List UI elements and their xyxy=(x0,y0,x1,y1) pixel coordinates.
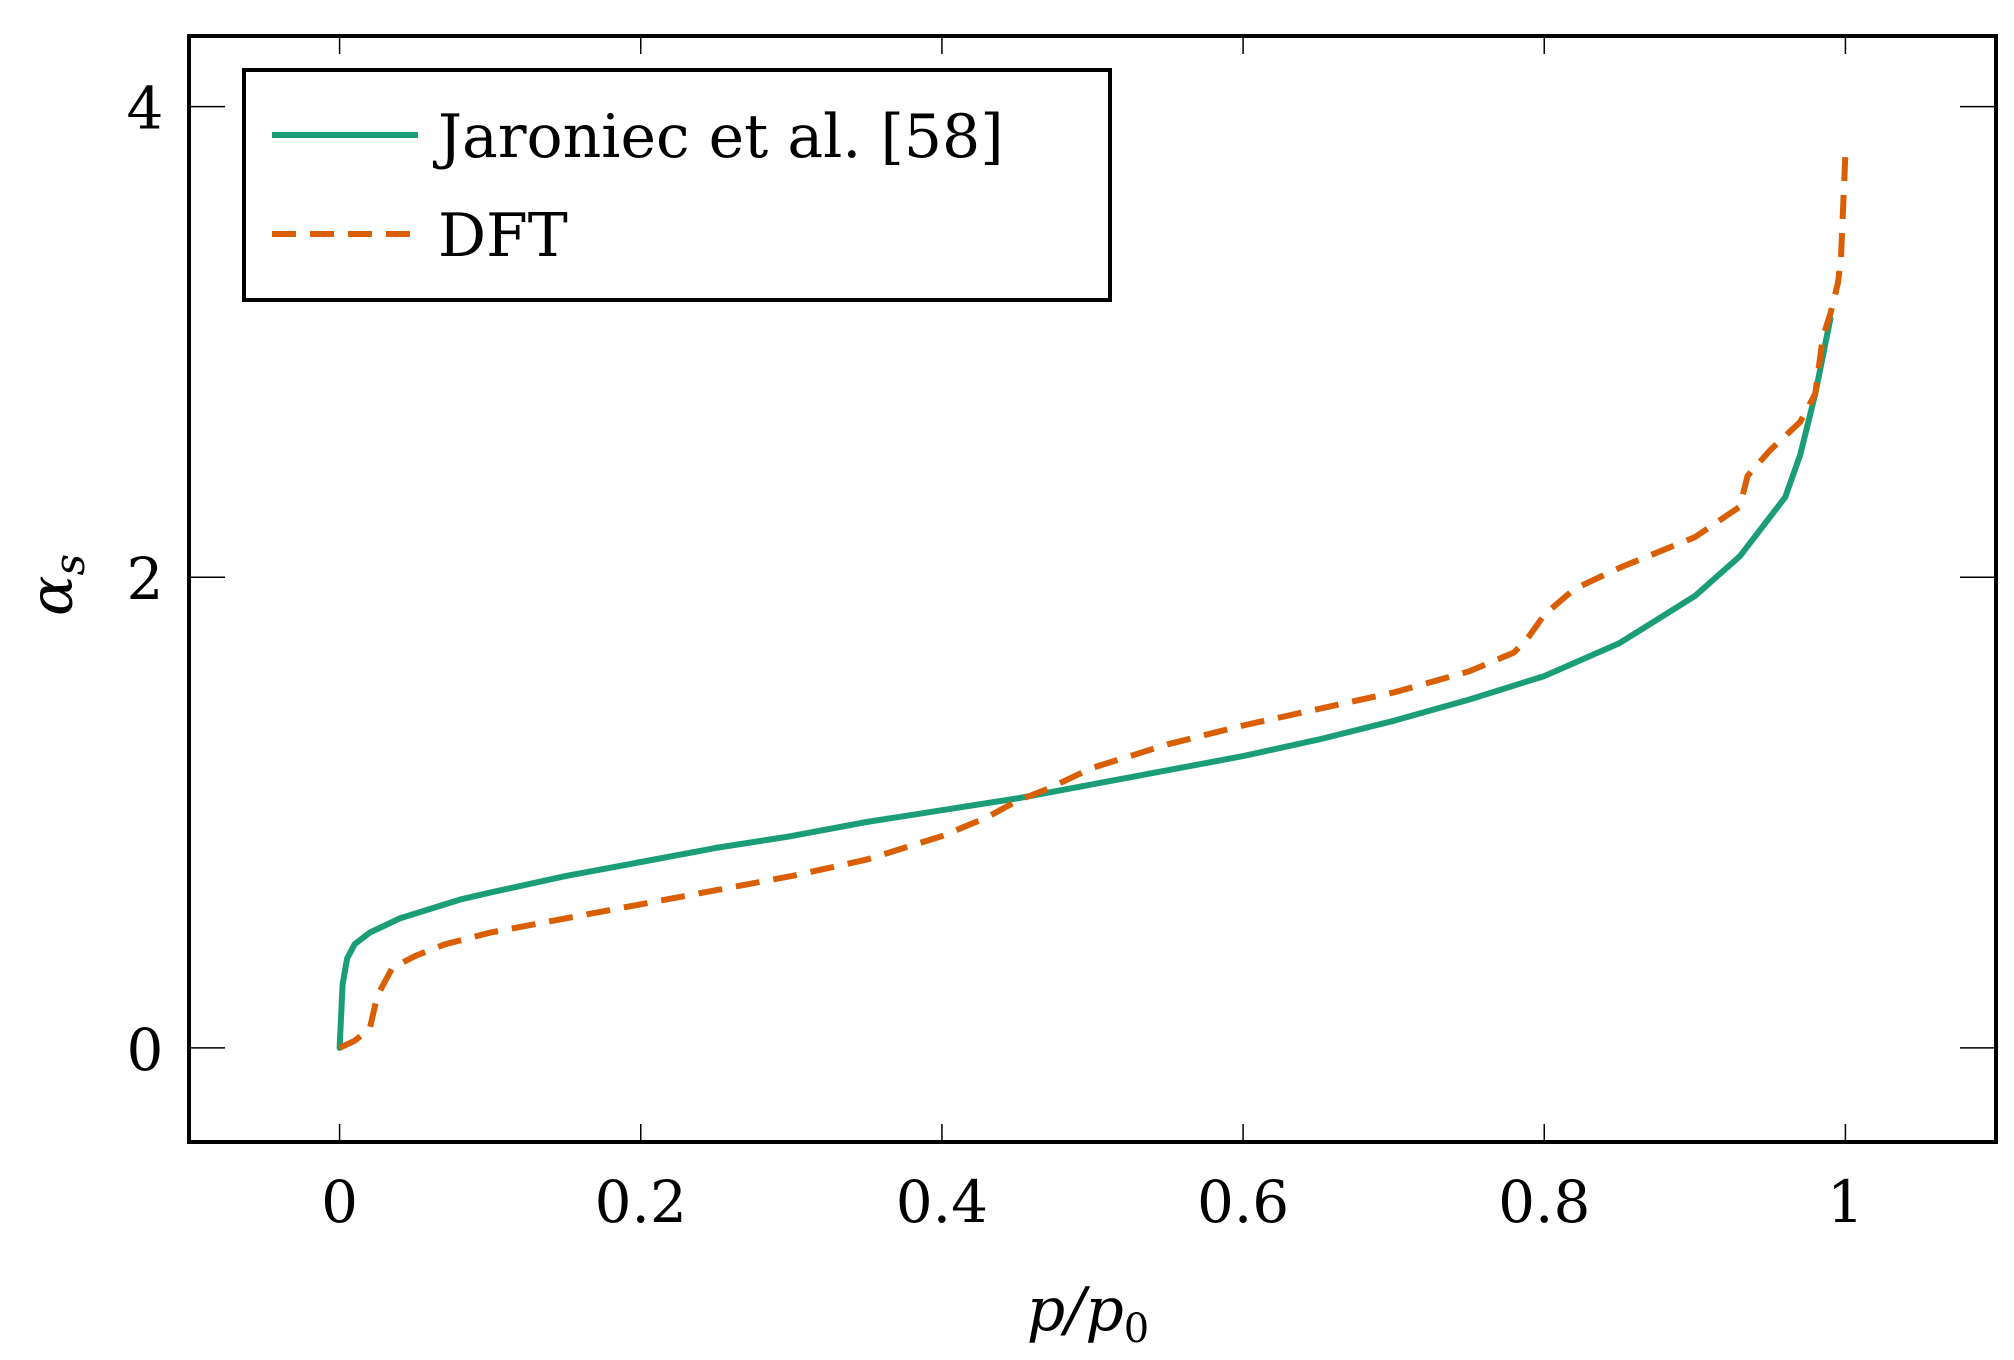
legend-label-jaroniec: Jaroniec et al. [58] xyxy=(432,102,1004,172)
plot-area xyxy=(336,153,1849,1051)
x-axis-label-main: p/p xyxy=(1027,1275,1124,1345)
y-axis-label-subscript: s xyxy=(45,554,94,576)
y-axis: 0 2 4 xyxy=(127,75,1996,1084)
series-line-dft xyxy=(338,153,1849,1051)
y-tick-label: 2 xyxy=(127,545,164,613)
y-tick-label: 4 xyxy=(127,75,164,143)
y-axis-label: αs xyxy=(17,554,94,616)
x-tick-label: 0.4 xyxy=(896,1168,988,1236)
x-tick-label: 0.2 xyxy=(595,1168,687,1236)
legend-label-dft: DFT xyxy=(438,201,568,271)
x-axis: 0 0.2 0.4 0.6 0.8 1 xyxy=(321,36,1864,1236)
y-axis-label-main: α xyxy=(17,576,87,617)
series-line-jaroniec xyxy=(336,315,1834,1051)
plot-frame xyxy=(187,34,1998,1144)
x-axis-label-subscript: 0 xyxy=(1124,1306,1149,1352)
legend-box xyxy=(242,68,1112,302)
x-tick-label: 0.6 xyxy=(1197,1168,1289,1236)
x-axis-label: p/p0 xyxy=(1027,1275,1149,1352)
legend: Jaroniec et al. [58] DFT xyxy=(242,68,1112,302)
x-tick-label: 0 xyxy=(321,1168,358,1236)
x-tick-label: 0.8 xyxy=(1498,1168,1590,1236)
y-tick-label: 0 xyxy=(127,1016,164,1084)
x-tick-label: 1 xyxy=(1827,1168,1864,1236)
